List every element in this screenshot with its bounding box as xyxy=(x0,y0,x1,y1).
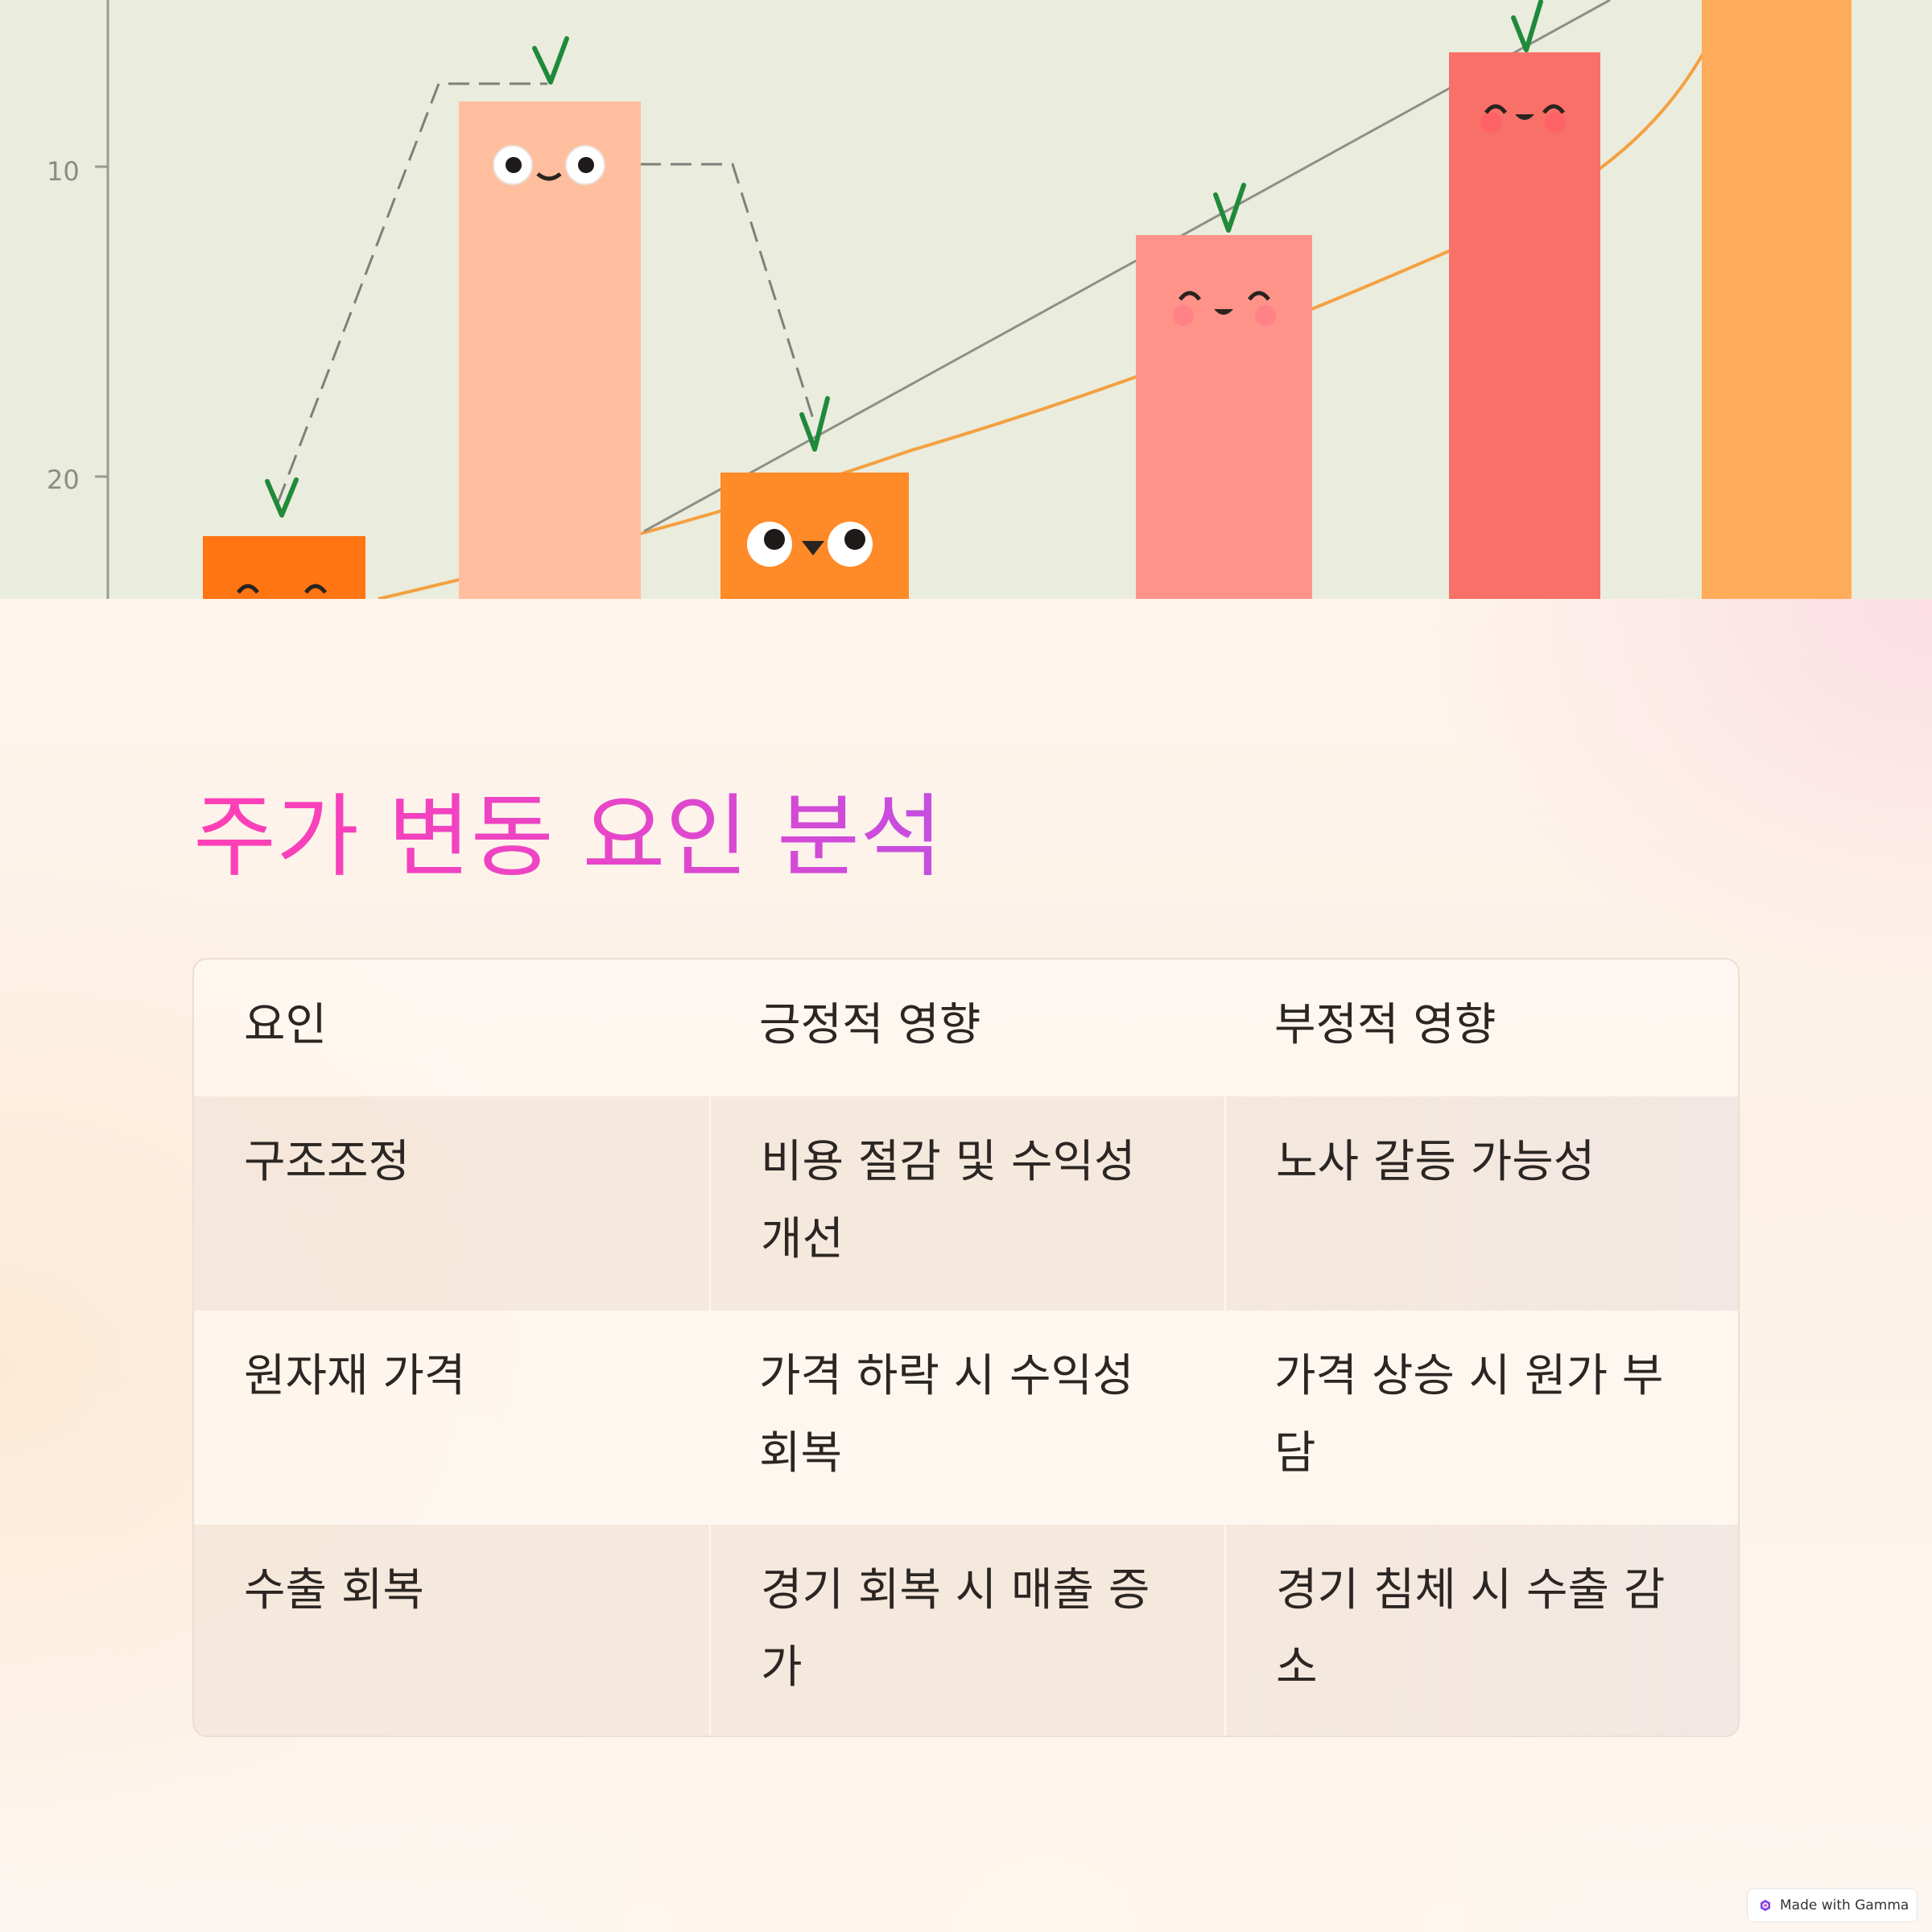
sprout-icon xyxy=(532,36,569,85)
positive-cell: 가격 하락 시 수익성 회복 xyxy=(709,1311,1224,1525)
cell-line: 노사 갈등 가능성 xyxy=(1276,1136,1596,1188)
bar-deep-orange xyxy=(203,536,365,599)
cell-line: 경기 침체 시 수출 감 xyxy=(1276,1564,1666,1616)
page-title: 주가 변동 요인 분석 xyxy=(193,781,943,894)
bar-peach xyxy=(459,101,641,599)
factor-cell: 원자재 가격 xyxy=(244,1350,466,1402)
sprout-icon xyxy=(799,396,830,452)
cell-line: 가격 상승 시 원가 부 xyxy=(1274,1350,1664,1402)
face-icon xyxy=(493,145,605,185)
positive-cell: 경기 회복 시 매출 증 가 xyxy=(709,1525,1224,1736)
face-icon xyxy=(237,584,327,594)
sprout-icon xyxy=(1213,183,1246,233)
cell-line: 비용 절감 및 수익성 xyxy=(761,1136,1136,1188)
face-icon xyxy=(1480,104,1566,133)
header-positive: 긍정적 영향 xyxy=(759,999,981,1051)
y-tick-label: 20 xyxy=(47,464,80,495)
cell-line: 경기 회복 시 매출 증 xyxy=(761,1564,1150,1616)
sprout-icon xyxy=(265,477,299,518)
negative-cell: 가격 상승 시 원가 부 담 xyxy=(1224,1311,1738,1525)
header-negative: 부정적 영향 xyxy=(1274,999,1496,1051)
gamma-logo-icon xyxy=(1761,1900,1770,1911)
cell-line: 회복 xyxy=(759,1427,843,1480)
bar-amber xyxy=(1702,0,1852,599)
hero-illustration: 10 20 xyxy=(0,0,1932,599)
cell-line: 소 xyxy=(1276,1641,1318,1694)
table-row: 원자재 가격 가격 하락 시 수익성 회복 가격 상승 시 원가 부 담 xyxy=(194,1311,1738,1525)
factor-cell: 구조조정 xyxy=(244,1136,411,1188)
factor-table: 요인 긍정적 영향 부정적 영향 구조조정 비용 절감 및 수익성 개선 노사 … xyxy=(192,958,1740,1737)
positive-cell: 비용 절감 및 수익성 개선 xyxy=(709,1096,1224,1311)
table-header-row: 요인 긍정적 영향 부정적 영향 xyxy=(194,960,1738,1096)
bar-red xyxy=(1449,52,1600,599)
cell-line: 개선 xyxy=(761,1213,844,1265)
negative-cell: 경기 침체 시 수출 감 소 xyxy=(1224,1525,1738,1736)
face-icon xyxy=(747,522,873,567)
badge-label: Made with Gamma xyxy=(1780,1897,1909,1913)
cell-line: 가 xyxy=(761,1641,803,1694)
table-row: 구조조정 비용 절감 및 수익성 개선 노사 갈등 가능성 xyxy=(194,1096,1738,1311)
dashed-connector xyxy=(276,82,815,504)
cell-line: 담 xyxy=(1274,1427,1316,1480)
y-tick-label: 10 xyxy=(47,156,80,187)
header-factor: 요인 xyxy=(244,999,328,1051)
made-with-gamma-badge[interactable]: Made with Gamma xyxy=(1747,1889,1918,1922)
cell-line: 가격 하락 시 수익성 xyxy=(759,1350,1134,1402)
bar-salmon xyxy=(1136,235,1312,599)
factor-cell: 수출 회복 xyxy=(244,1564,424,1616)
face-icon xyxy=(1173,291,1276,326)
sprout-icon xyxy=(1511,0,1543,52)
table-row: 수출 회복 경기 회복 시 매출 증 가 경기 침체 시 수출 감 소 xyxy=(194,1525,1738,1736)
negative-cell: 노사 갈등 가능성 xyxy=(1224,1096,1738,1311)
